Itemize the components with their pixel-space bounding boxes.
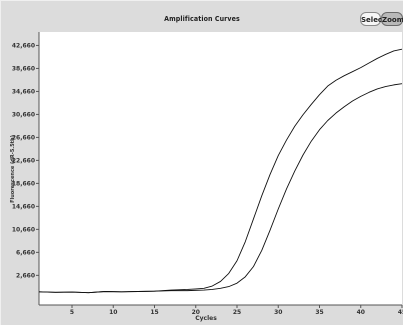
y-tick-label: 10,660 bbox=[12, 226, 35, 233]
y-tick-label: 30,660 bbox=[12, 111, 35, 118]
x-tick-label: 10 bbox=[109, 309, 117, 316]
y-tick-label: 22,660 bbox=[12, 157, 35, 164]
y-tick-label: 38,660 bbox=[12, 65, 35, 72]
series-line-1 bbox=[38, 48, 403, 294]
y-tick-label: 42,660 bbox=[12, 42, 35, 49]
y-tick-label: 14,660 bbox=[12, 203, 35, 210]
x-tick-label: 20 bbox=[192, 309, 200, 316]
x-tick-label: 25 bbox=[233, 309, 241, 316]
y-tick-label: 6,660 bbox=[16, 249, 35, 256]
x-tick-label: 5 bbox=[70, 309, 74, 316]
x-tick-label: 35 bbox=[315, 309, 323, 316]
y-tick-label: 18,660 bbox=[12, 180, 35, 187]
x-tick-label: 40 bbox=[357, 309, 365, 316]
select-button[interactable]: Select bbox=[360, 12, 385, 26]
x-tick-label: 15 bbox=[150, 309, 158, 316]
y-tick-label: 26,660 bbox=[12, 134, 35, 141]
y-tick-label: 34,660 bbox=[12, 88, 35, 95]
chart-title: Amplification Curves bbox=[164, 15, 240, 23]
x-axis-label: Cycles bbox=[195, 315, 217, 322]
x-tick-label: 30 bbox=[274, 309, 282, 316]
series-line-2 bbox=[38, 83, 403, 294]
x-tick-label: 45 bbox=[398, 309, 403, 316]
y-tick-label: 2,660 bbox=[16, 272, 35, 279]
